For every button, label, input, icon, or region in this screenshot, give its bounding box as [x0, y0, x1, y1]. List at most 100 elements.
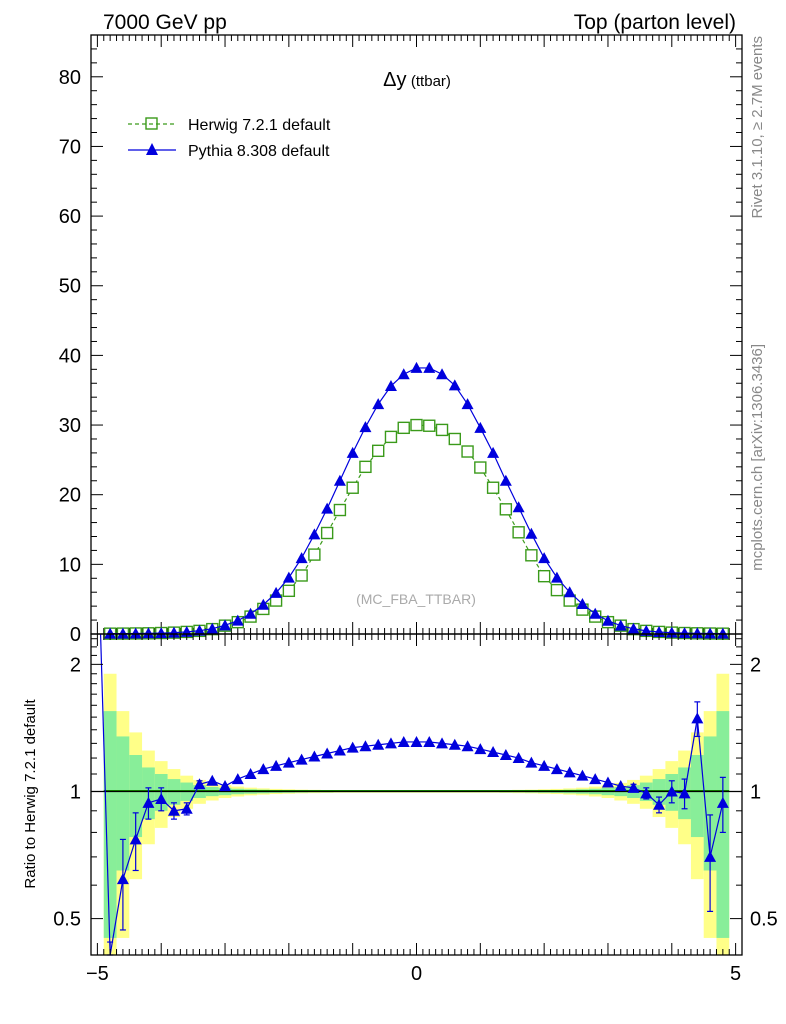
pythia-point — [116, 627, 129, 639]
pythia-point — [384, 380, 397, 392]
plot-title: Δy (ttbar) — [383, 69, 451, 91]
pythia-ratio-point — [359, 740, 372, 752]
herwig-point — [410, 418, 423, 432]
pythia-point — [129, 627, 142, 639]
pythia-point — [461, 398, 474, 410]
pythia-point — [627, 622, 640, 634]
pythia-ratio-point — [665, 785, 678, 797]
pythia-ratio-point — [550, 763, 563, 775]
ratio-band-green — [103, 711, 117, 938]
pythia-point — [563, 586, 576, 598]
pythia-ratio-point — [423, 735, 436, 747]
pythia-ratio-point — [308, 750, 321, 762]
herwig-point — [550, 583, 564, 597]
pythia-point — [665, 626, 678, 638]
main-y-tick-label: 20 — [59, 485, 81, 507]
pythia-point — [487, 446, 500, 458]
pythia-ratio-point — [155, 792, 168, 804]
pythia-point — [231, 614, 244, 626]
pythia-point — [499, 474, 512, 486]
legend-entry-herwig: Herwig 7.2.1 default — [128, 117, 331, 134]
pythia-ratio-point — [627, 781, 640, 793]
main-y-tick-label: 0 — [70, 624, 81, 646]
pythia-point — [538, 552, 551, 564]
herwig-point — [486, 481, 500, 494]
pythia-ratio-point — [691, 712, 704, 724]
pythia-ratio-point — [333, 744, 346, 756]
herwig-point — [333, 503, 347, 517]
pythia-point — [142, 627, 155, 639]
pythia-ratio-point — [436, 737, 449, 749]
pythia-point — [359, 421, 372, 433]
header-right-label: Top (parton level) — [574, 11, 736, 34]
pythia-ratio-point — [193, 778, 206, 790]
pythia-ratio-point — [282, 756, 295, 768]
pythia-ratio-point — [384, 737, 397, 749]
herwig-point — [461, 445, 474, 458]
pythia-point — [308, 528, 321, 540]
x-tick-label: −5 — [86, 963, 109, 985]
pythia-point — [576, 598, 589, 610]
pythia-ratio-point — [180, 802, 193, 814]
legend-entry-pythia: Pythia 8.308 default — [128, 143, 330, 160]
pythia-ratio-point — [474, 743, 487, 755]
pythia-ratio-point — [576, 769, 589, 781]
x-tick-label: 5 — [730, 963, 741, 985]
pythia-ratio-point — [167, 804, 180, 816]
ratio-plot-panel: 0.5 0.5 1 1 2 2 −5 0 5 — [53, 633, 778, 985]
main-y-tick-label: 80 — [59, 67, 81, 89]
pythia-point — [474, 421, 487, 433]
herwig-point — [295, 569, 308, 582]
pythia-ratio-point — [270, 759, 283, 771]
pythia-ratio-point — [512, 752, 525, 764]
pythia-point — [372, 398, 385, 410]
herwig-point — [320, 526, 334, 540]
pythia-ratio-point — [448, 738, 461, 750]
main-y-tick-label: 10 — [59, 554, 81, 576]
herwig-point — [372, 444, 385, 458]
pythia-point — [601, 614, 614, 626]
ratio-y-axis-label: Ratio to Herwig 7.2.1 default — [22, 699, 39, 889]
main-y-tick-label: 60 — [59, 206, 81, 228]
pythia-ratio-point — [563, 766, 576, 778]
herwig-point — [499, 503, 513, 516]
main-y-tick-label: 40 — [59, 345, 81, 367]
pythia-ratio-point — [410, 735, 423, 747]
pythia-ratio-point — [461, 740, 474, 752]
pythia-ratio-point — [244, 767, 257, 779]
pythia-ratio-point — [704, 850, 717, 862]
pythia-point — [678, 627, 691, 639]
pythia-point — [448, 379, 461, 391]
pythia-ratio-point — [653, 798, 666, 810]
rivet-version-label: Rivet 3.1.10, ≥ 2.7M events — [749, 36, 766, 219]
pythia-point — [550, 571, 563, 583]
herwig-point — [474, 461, 487, 474]
pythia-point — [512, 501, 525, 513]
plot-title-sub: (ttbar) — [411, 73, 451, 90]
pythia-ratio-point — [678, 787, 691, 799]
pythia-ratio-line — [109, 718, 724, 956]
pythia-ratio-point — [206, 774, 219, 786]
pythia-ratio-point — [116, 873, 129, 885]
pythia-point — [257, 598, 270, 610]
herwig-point — [448, 432, 461, 446]
x-tick-label: 0 — [411, 963, 422, 985]
herwig-point — [435, 423, 449, 437]
herwig-point — [359, 460, 372, 474]
ratio-y-tick-label: 0.5 — [53, 909, 81, 931]
pythia-ratio-point — [499, 749, 512, 761]
pythia-point — [410, 361, 423, 373]
herwig-point — [308, 548, 321, 561]
legend: Herwig 7.2.1 default Pythia 8.308 defaul… — [128, 117, 331, 160]
legend-herwig-marker — [145, 117, 158, 130]
pythia-ratio-point — [231, 773, 244, 785]
pythia-point — [270, 586, 283, 598]
herwig-point — [384, 430, 398, 444]
pythia-ratio-point — [589, 773, 602, 785]
ratio-band-green — [129, 755, 143, 838]
herwig-point — [282, 584, 296, 598]
pythia-point — [104, 627, 117, 639]
main-y-tick-label: 50 — [59, 276, 81, 298]
pythia-point — [167, 626, 180, 638]
pythia-ratio-point — [372, 738, 385, 750]
